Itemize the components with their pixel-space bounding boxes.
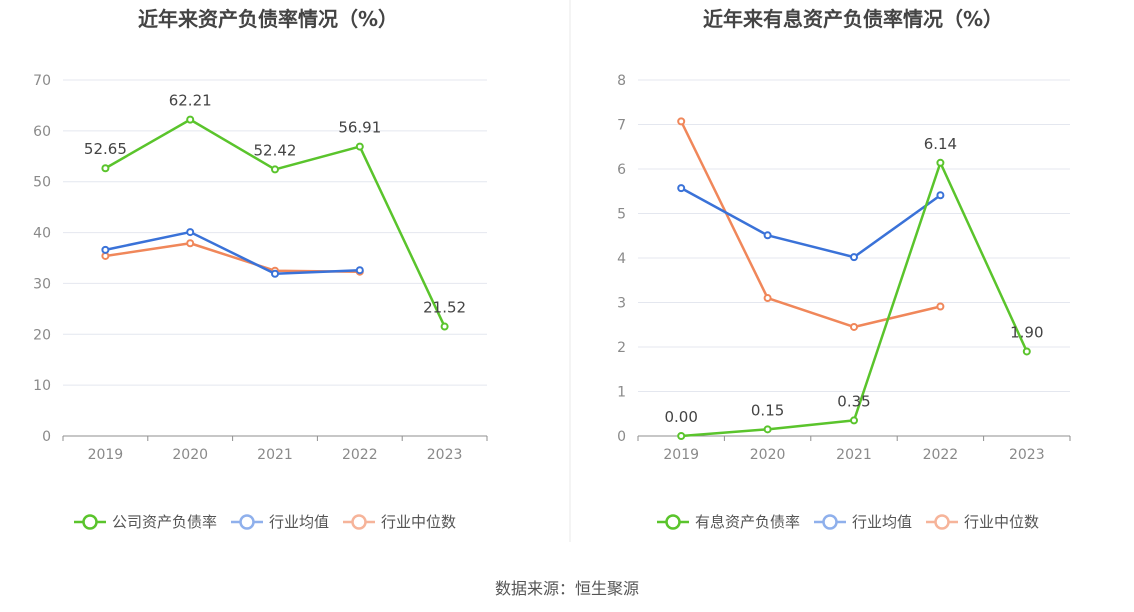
- chart-title: 近年来有息资产负债率情况（%）: [703, 7, 1003, 31]
- data-point-industry-median: [850, 322, 858, 331]
- series-line-industry-avg: [105, 230, 360, 276]
- y-tick-label: 1: [617, 385, 626, 401]
- y-tick-label: 3: [617, 296, 626, 312]
- legend-marker-industry-median: [934, 514, 950, 530]
- data-source: 数据来源：恒生聚源: [494, 579, 639, 598]
- data-point-industry-median: [677, 117, 686, 126]
- data-point-industry-avg: [850, 253, 858, 262]
- data-point-company: [677, 432, 686, 440]
- data-point-industry-avg: [101, 245, 110, 254]
- data-point-industry-avg: [763, 231, 772, 240]
- data-point-company: [850, 416, 858, 425]
- data-point-company: [101, 164, 110, 173]
- x-tick-label: 2023: [427, 447, 463, 463]
- y-tick-label: 6: [617, 162, 626, 178]
- x-tick-label: 2019: [663, 447, 699, 463]
- y-tick-label: 50: [33, 175, 51, 191]
- data-point-company: [355, 142, 364, 151]
- data-point-industry-median: [186, 239, 195, 248]
- data-point-industry-avg: [355, 266, 364, 275]
- data-label: 0.15: [751, 401, 784, 419]
- series-line-industry-median: [105, 242, 360, 273]
- legend-marker-company: [665, 514, 681, 530]
- y-tick-label: 0: [42, 429, 51, 445]
- x-tick-label: 2021: [836, 447, 872, 463]
- data-label: 56.91: [338, 119, 381, 137]
- y-tick-label: 60: [33, 124, 51, 140]
- legend-marker-company: [82, 514, 98, 530]
- legend-label-company: 有息资产负债率: [695, 513, 800, 531]
- data-point-industry-median: [763, 294, 772, 303]
- legend-marker-industry-median: [351, 514, 367, 530]
- x-tick-label: 2022: [923, 447, 959, 463]
- data-label: 21.52: [423, 299, 466, 317]
- y-tick-label: 4: [617, 251, 626, 267]
- y-tick-label: 0: [617, 429, 626, 445]
- x-tick-label: 2020: [172, 447, 208, 463]
- legend-marker-industry-avg: [822, 514, 838, 530]
- data-point-industry-avg: [936, 191, 945, 200]
- x-tick-label: 2023: [1009, 447, 1045, 463]
- data-label: 0.35: [837, 392, 870, 410]
- data-label: 52.65: [84, 140, 127, 158]
- legend-label-company: 公司资产负债率: [112, 513, 217, 531]
- data-point-company: [186, 115, 195, 124]
- legend-marker-industry-avg: [239, 514, 255, 530]
- data-label: 1.90: [1010, 323, 1043, 341]
- data-point-company: [936, 158, 945, 167]
- chart-title: 近年来资产负债率情况（%）: [138, 7, 398, 31]
- legend-label-industry-avg: 行业均值: [269, 513, 329, 531]
- data-label: 6.14: [924, 135, 957, 153]
- series-line-industry-avg: [680, 187, 942, 259]
- series-line-industry-median: [680, 120, 941, 329]
- data-label: 52.42: [254, 141, 297, 159]
- data-label: 62.21: [169, 92, 212, 110]
- data-point-industry-median: [101, 251, 110, 260]
- y-tick-label: 10: [33, 378, 51, 394]
- x-tick-label: 2019: [88, 447, 124, 463]
- x-tick-label: 2020: [750, 447, 786, 463]
- y-tick-label: 8: [617, 73, 626, 89]
- data-point-industry-median: [936, 302, 945, 311]
- data-point-company: [440, 322, 449, 331]
- data-point-industry-avg: [271, 269, 279, 278]
- y-tick-label: 5: [617, 207, 626, 223]
- y-tick-label: 30: [33, 276, 51, 292]
- y-tick-label: 7: [617, 118, 626, 134]
- data-point-company: [271, 165, 279, 174]
- y-tick-label: 40: [33, 226, 51, 242]
- y-tick-label: 2: [617, 340, 626, 356]
- y-tick-label: 70: [33, 73, 51, 89]
- legend-label-industry-median: 行业中位数: [964, 513, 1039, 531]
- data-point-company: [1022, 347, 1031, 356]
- x-tick-label: 2022: [342, 447, 378, 463]
- data-point-company: [763, 425, 772, 434]
- right-chart: 近年来有息资产负债率情况（%） 0 1 2 3 4 5 6 7 8 2019 2020 2021 2022…: [617, 7, 1071, 531]
- left-chart: 近年来资产负债率情况（%） 0 10 20 30 40 50 60 70 2019 2020 2021…: [33, 7, 488, 531]
- data-label: 0.00: [664, 408, 697, 426]
- data-point-industry-avg: [677, 184, 686, 193]
- data-point-industry-avg: [186, 228, 195, 237]
- legend-label-industry-avg: 行业均值: [852, 513, 912, 531]
- x-tick-label: 2021: [257, 447, 293, 463]
- y-tick-label: 20: [33, 327, 51, 343]
- legend-label-industry-median: 行业中位数: [381, 513, 456, 531]
